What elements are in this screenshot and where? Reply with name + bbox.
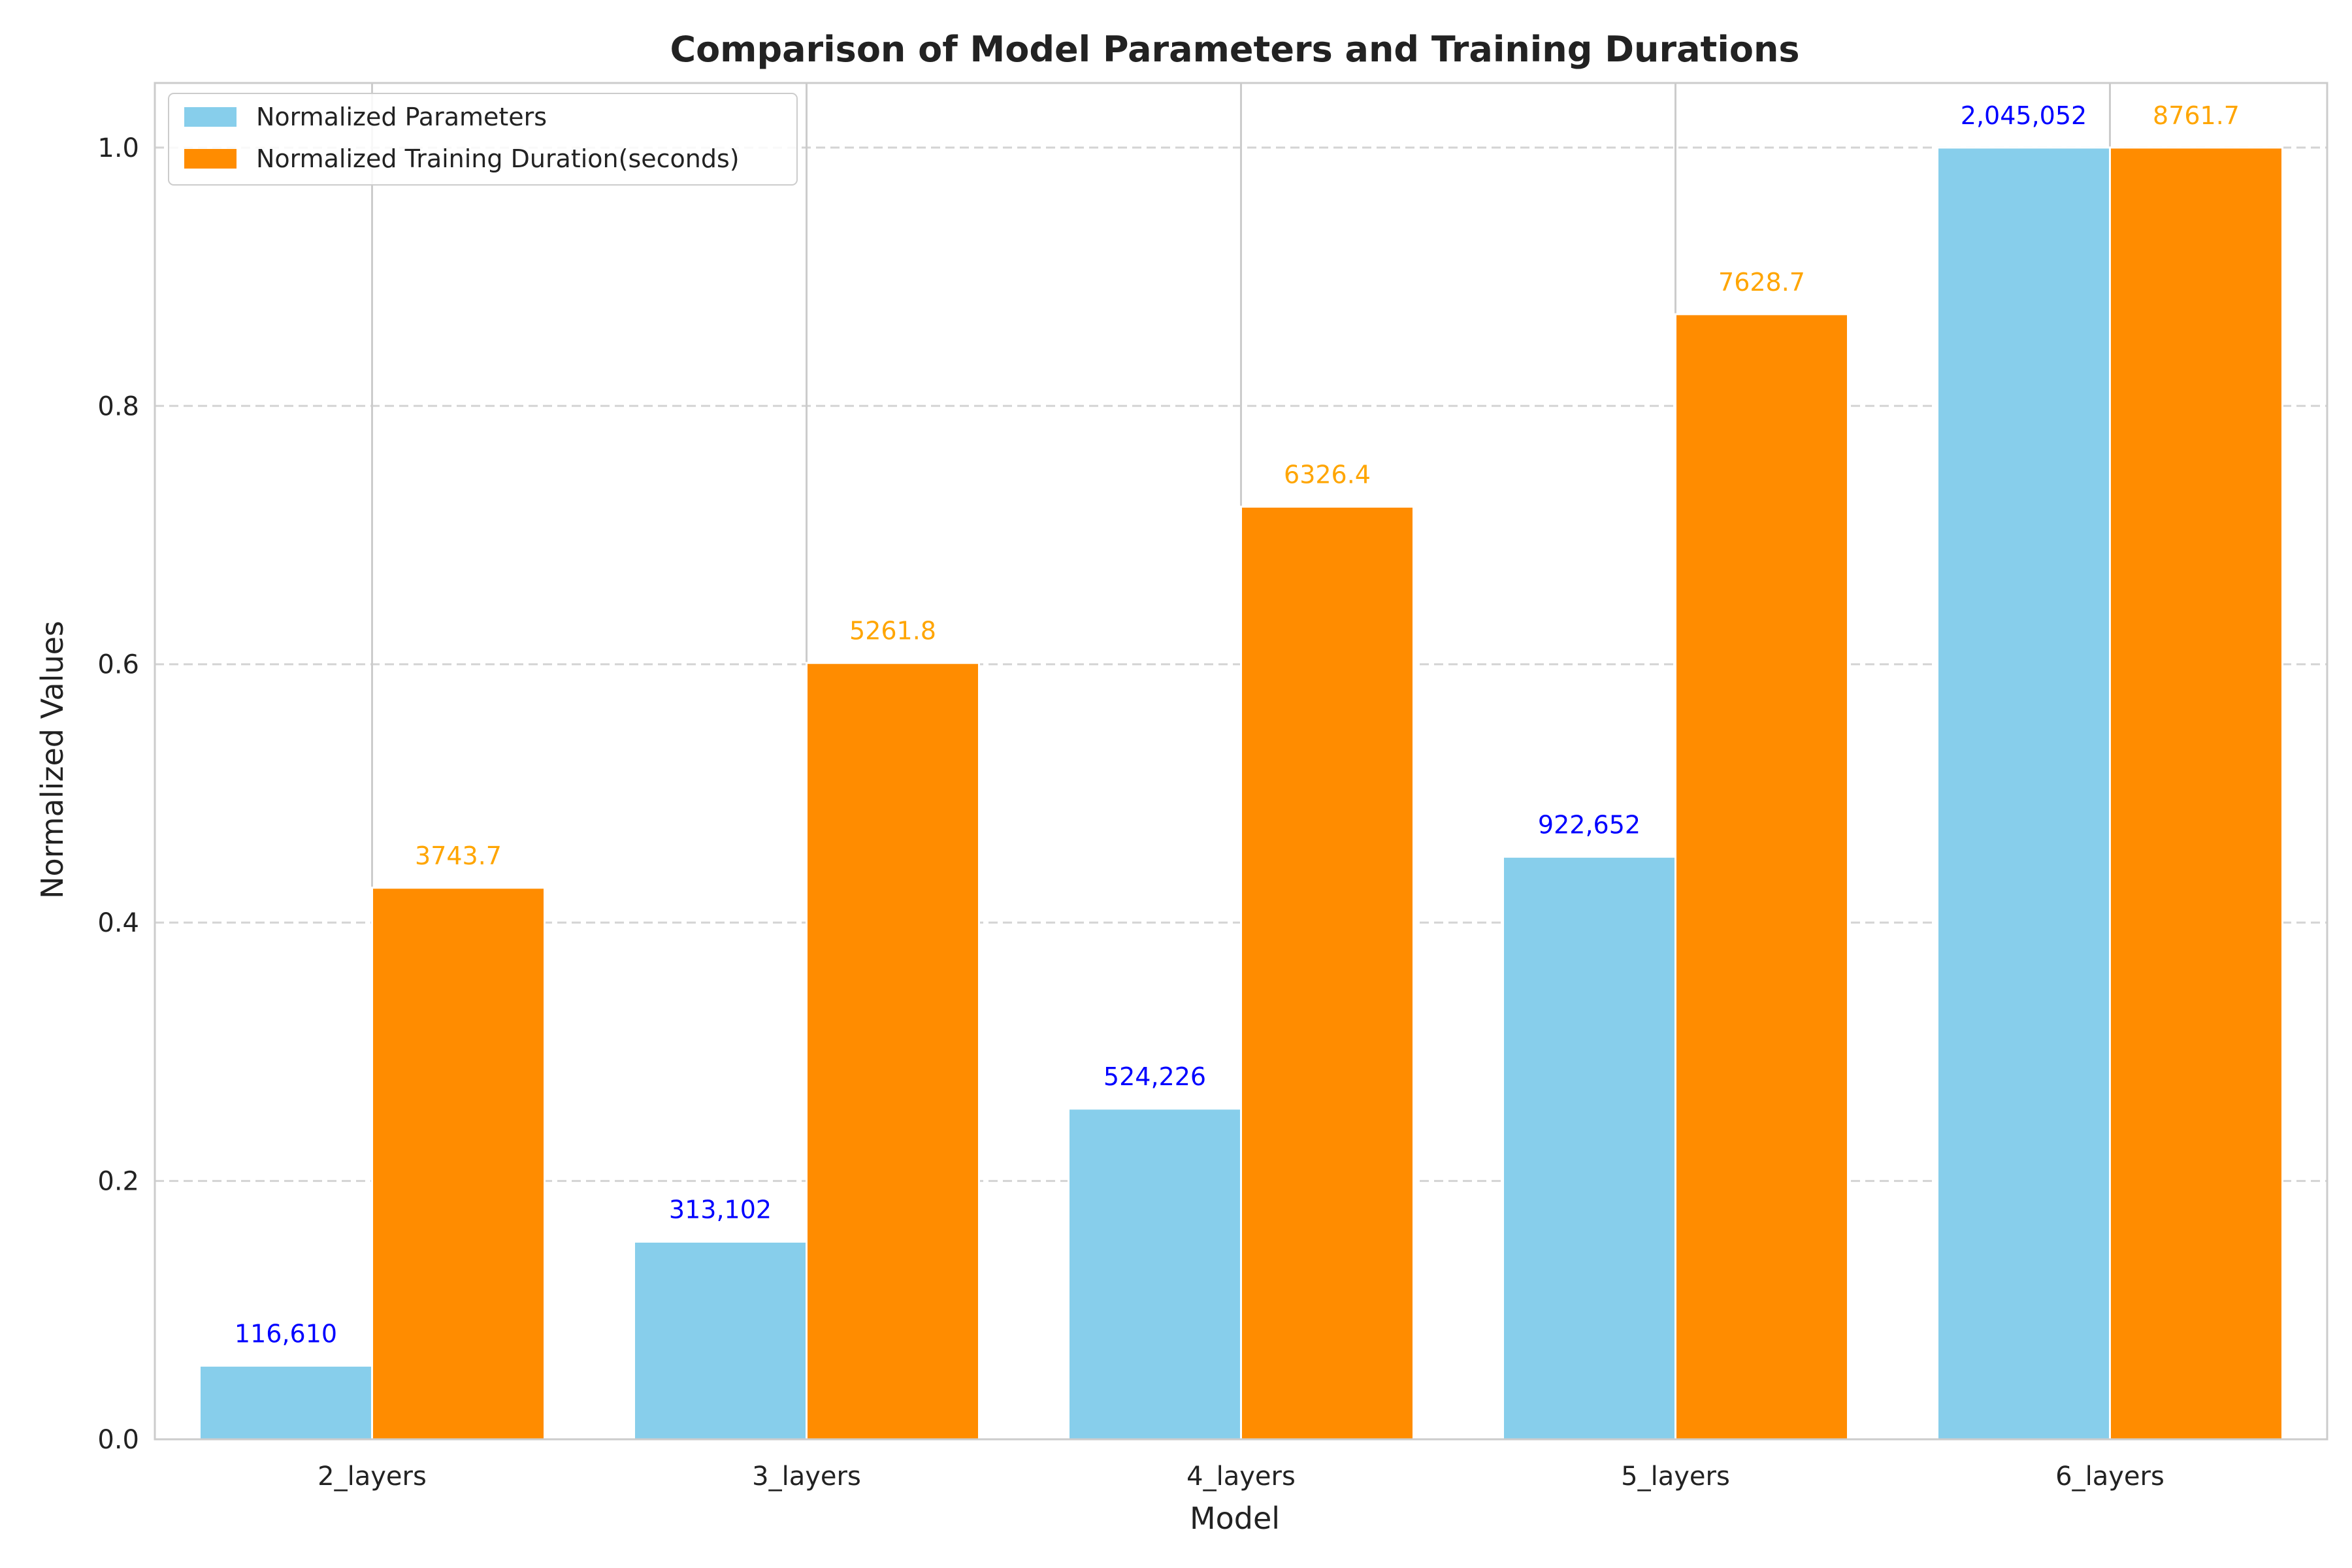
bar (1674, 313, 1850, 1441)
bar-value-label: 524,226 (1103, 1062, 1206, 1091)
bar-value-label: 5261.8 (849, 617, 936, 645)
bar (2109, 146, 2284, 1441)
x-tick-label: 3_layers (752, 1462, 861, 1492)
legend: Normalized Parameters Normalized Trainin… (168, 93, 798, 186)
legend-swatch-training-duration (184, 149, 237, 169)
bar-value-label: 313,102 (669, 1195, 772, 1224)
y-tick-label: 1.0 (97, 133, 139, 163)
plot-frame (154, 82, 2328, 1441)
bar-value-label: 3743.7 (415, 841, 502, 870)
chart-title: Comparison of Model Parameters and Train… (670, 29, 1799, 70)
x-tick-label: 5_layers (1621, 1462, 1730, 1492)
x-tick-label: 4_layers (1186, 1462, 1296, 1492)
bar (1067, 1107, 1242, 1441)
legend-label-training-duration: Normalized Training Duration(seconds) (256, 144, 740, 173)
bar (632, 1240, 808, 1441)
bar (1240, 506, 1415, 1441)
bar (1936, 146, 2112, 1441)
bar-value-label: 2,045,052 (1961, 101, 2087, 130)
x-tick-label: 2_layers (318, 1462, 427, 1492)
y-axis-ticks: 0.0 0.2 0.4 0.6 0.8 1.0 (97, 133, 139, 1455)
bar-value-label: 922,652 (1538, 810, 1641, 839)
data-labels: 116,610 313,102 524,226 922,652 2,045,052 374… (235, 101, 2240, 1348)
x-axis-ticks: 2_layers 3_layers 4_layers 5_layers 6_layers (318, 1462, 2164, 1492)
bar-value-label: 6326.4 (1284, 461, 1371, 489)
y-tick-label: 0.8 (97, 391, 139, 421)
y-tick-label: 0.6 (97, 650, 139, 680)
bar-value-label: 7628.7 (1718, 268, 1805, 297)
bar (371, 887, 546, 1441)
x-axis-title: Model (1190, 1501, 1280, 1536)
x-tick-label: 6_layers (2055, 1462, 2164, 1492)
y-tick-label: 0.0 (97, 1425, 139, 1455)
y-tick-label: 0.4 (97, 908, 139, 938)
legend-box (168, 93, 798, 186)
legend-swatch-parameters (184, 107, 237, 127)
bars (198, 146, 2284, 1441)
y-axis-title: Normalized Values (35, 621, 70, 899)
bar (198, 1364, 373, 1441)
bar (806, 662, 981, 1441)
bar (1501, 855, 1677, 1441)
legend-label-parameters: Normalized Parameters (256, 103, 547, 131)
bar-value-label: 116,610 (235, 1319, 337, 1348)
bar-value-label: 8761.7 (2153, 101, 2240, 130)
y-tick-label: 0.2 (97, 1167, 139, 1197)
